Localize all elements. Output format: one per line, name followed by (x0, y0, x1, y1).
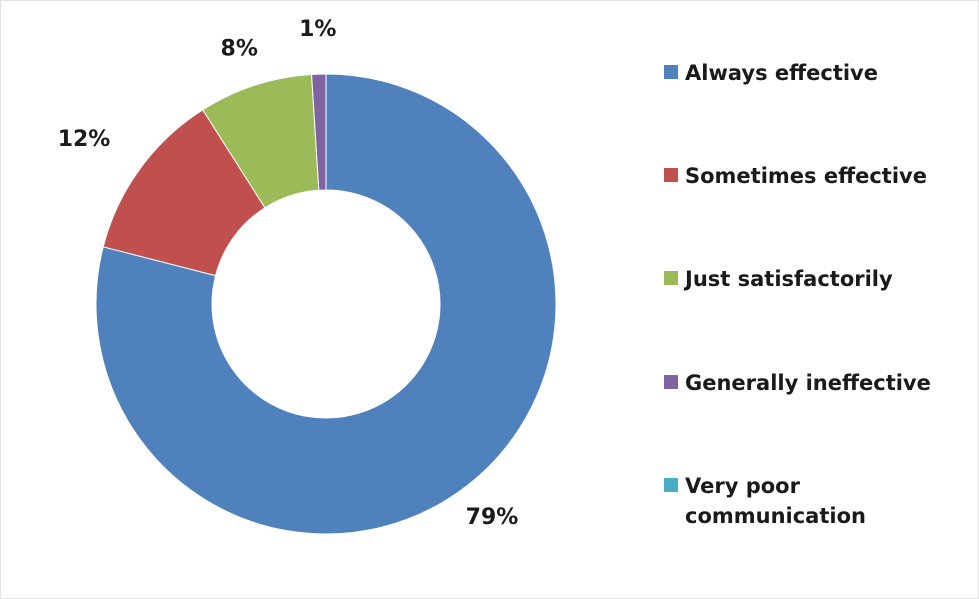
data-label-just-satisfactorily: 8% (221, 36, 258, 61)
legend-item-generally-ineffective: Generally ineffective (664, 368, 931, 398)
legend-item-very-poor-communication: Very poor communication (664, 471, 900, 531)
legend-label: Just satisfactorily (685, 267, 893, 291)
data-label-generally-ineffective: 1% (299, 17, 336, 42)
legend-label: Very poor communication (685, 474, 866, 528)
data-label-sometimes-effective: 12% (58, 127, 111, 152)
legend-item-always-effective: Always effective (664, 58, 878, 88)
legend-swatch (664, 478, 678, 492)
legend-item-sometimes-effective: Sometimes effective (664, 161, 927, 191)
donut-slice-generally-ineffective (311, 73, 327, 191)
legend-swatch (664, 375, 678, 389)
legend-swatch (664, 168, 678, 182)
donut-slice-always-effective (95, 73, 557, 535)
legend-label: Generally ineffective (685, 371, 931, 395)
legend-label: Always effective (685, 61, 878, 85)
legend-item-just-satisfactorily: Just satisfactorily (664, 264, 893, 294)
legend-swatch (664, 65, 678, 79)
data-label-always-effective: 79% (466, 505, 519, 530)
legend-label: Sometimes effective (685, 164, 927, 188)
legend-swatch (664, 271, 678, 285)
